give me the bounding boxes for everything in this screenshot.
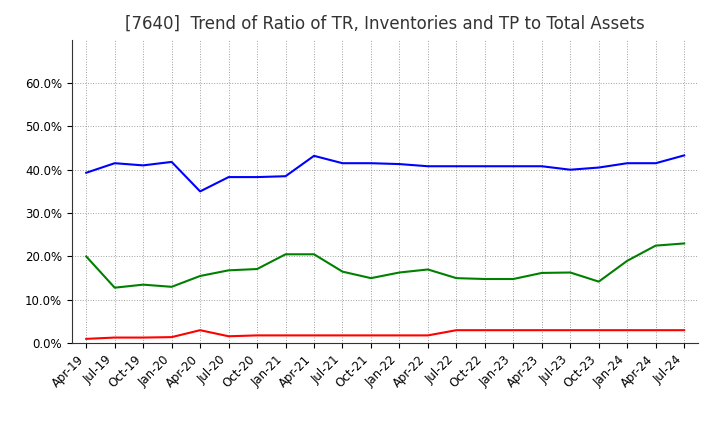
Inventories	[196, 189, 204, 194]
Trade Payables	[623, 258, 631, 264]
Title: [7640]  Trend of Ratio of TR, Inventories and TP to Total Assets: [7640] Trend of Ratio of TR, Inventories…	[125, 15, 645, 33]
Inventories	[253, 174, 261, 180]
Trade Receivables	[680, 327, 688, 333]
Trade Receivables	[167, 334, 176, 340]
Inventories	[652, 161, 660, 166]
Trade Payables	[509, 276, 518, 282]
Inventories	[167, 159, 176, 165]
Trade Receivables	[338, 333, 347, 338]
Trade Receivables	[196, 327, 204, 333]
Trade Payables	[253, 266, 261, 271]
Trade Payables	[338, 269, 347, 274]
Trade Receivables	[652, 327, 660, 333]
Trade Receivables	[253, 333, 261, 338]
Inventories	[366, 161, 375, 166]
Trade Receivables	[595, 327, 603, 333]
Inventories	[82, 170, 91, 176]
Trade Receivables	[480, 327, 489, 333]
Trade Receivables	[537, 327, 546, 333]
Trade Receivables	[310, 333, 318, 338]
Trade Receivables	[566, 327, 575, 333]
Inventories	[537, 164, 546, 169]
Inventories	[395, 161, 404, 167]
Trade Payables	[82, 254, 91, 259]
Trade Receivables	[82, 336, 91, 341]
Trade Receivables	[509, 327, 518, 333]
Trade Payables	[282, 252, 290, 257]
Trade Receivables	[110, 335, 119, 340]
Trade Receivables	[452, 327, 461, 333]
Inventories	[282, 173, 290, 179]
Inventories	[509, 164, 518, 169]
Trade Payables	[395, 270, 404, 275]
Trade Payables	[537, 270, 546, 275]
Trade Receivables	[139, 335, 148, 340]
Trade Payables	[680, 241, 688, 246]
Line: Trade Receivables: Trade Receivables	[86, 330, 684, 339]
Trade Payables	[225, 268, 233, 273]
Inventories	[338, 161, 347, 166]
Trade Payables	[139, 282, 148, 287]
Trade Payables	[110, 285, 119, 290]
Trade Payables	[595, 279, 603, 284]
Trade Payables	[310, 252, 318, 257]
Trade Payables	[366, 275, 375, 281]
Inventories	[452, 164, 461, 169]
Trade Payables	[452, 275, 461, 281]
Inventories	[310, 153, 318, 158]
Trade Receivables	[366, 333, 375, 338]
Inventories	[225, 174, 233, 180]
Inventories	[110, 161, 119, 166]
Inventories	[566, 167, 575, 172]
Inventories	[623, 161, 631, 166]
Trade Payables	[566, 270, 575, 275]
Trade Payables	[480, 276, 489, 282]
Trade Payables	[167, 284, 176, 290]
Trade Payables	[196, 273, 204, 279]
Inventories	[423, 164, 432, 169]
Trade Receivables	[395, 333, 404, 338]
Line: Inventories: Inventories	[86, 155, 684, 191]
Inventories	[680, 153, 688, 158]
Trade Receivables	[282, 333, 290, 338]
Inventories	[139, 163, 148, 168]
Inventories	[595, 165, 603, 170]
Trade Receivables	[225, 334, 233, 339]
Trade Payables	[652, 243, 660, 248]
Trade Receivables	[623, 327, 631, 333]
Inventories	[480, 164, 489, 169]
Trade Payables	[423, 267, 432, 272]
Trade Receivables	[423, 333, 432, 338]
Line: Trade Payables: Trade Payables	[86, 243, 684, 288]
